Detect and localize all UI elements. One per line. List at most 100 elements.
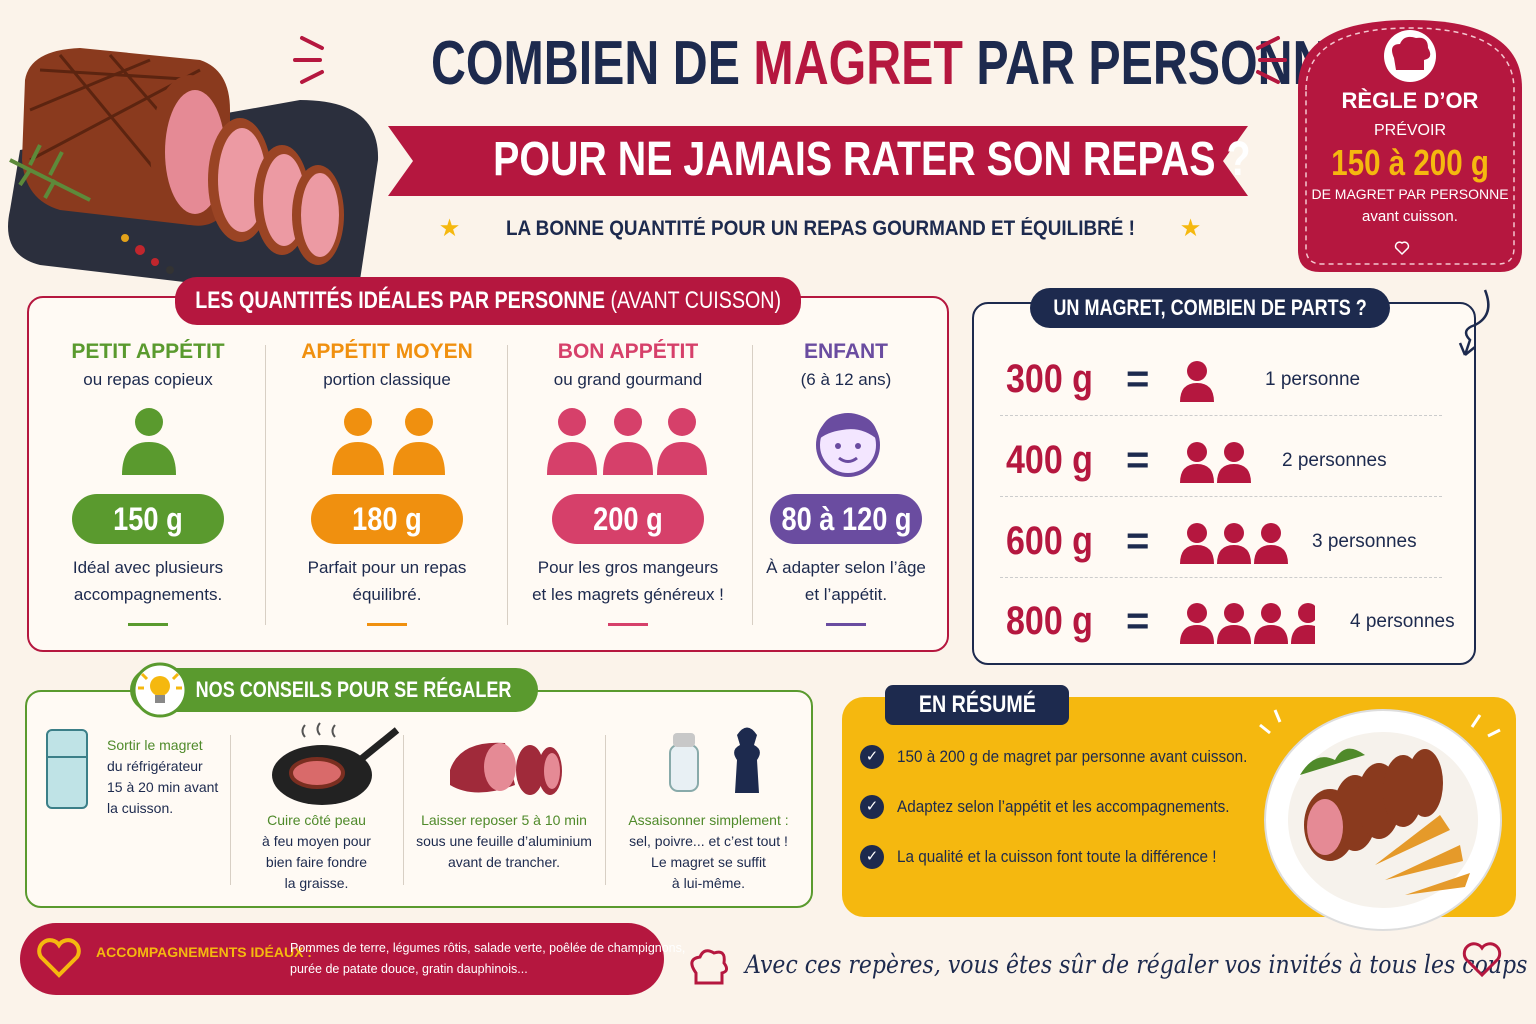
column-label: PETIT APPÉTIT xyxy=(71,340,225,363)
person-icon xyxy=(1254,545,1288,564)
divider xyxy=(403,735,404,885)
summary-item: 150 à 200 g de magret par personne avant… xyxy=(897,747,1248,766)
person-icon xyxy=(1217,545,1251,564)
tip-highlight: Assaisonner simplement : xyxy=(628,812,789,828)
quantities-title: LES QUANTITÉS IDÉALES PAR PERSONNE (AVAN… xyxy=(175,277,801,325)
amount: 150 g xyxy=(113,500,183,537)
tip: Cuire côté peau à feu moyen pour bien fair… xyxy=(230,810,403,894)
weight: 800 g xyxy=(1006,599,1093,643)
tip: Laisser reposer 5 à 10 min sous une feuil… xyxy=(403,810,605,873)
accompaniments-line: Pommes de terre, légumes rôtis, salade v… xyxy=(290,941,686,955)
people: 2 personnes xyxy=(1282,450,1387,471)
column-description: accompagnements. xyxy=(73,585,223,604)
summary-item: Adaptez selon l’appétit et les accompagn… xyxy=(897,797,1230,816)
footer-text: Avec ces repères, vous êtes sûr de régal… xyxy=(745,950,1536,979)
person-icon xyxy=(1254,625,1288,644)
amount: 80 à 120 g xyxy=(780,500,912,537)
tip-highlight: Cuire côté peau xyxy=(267,812,366,828)
amount-pill: 150 g xyxy=(72,494,224,544)
footer-heart xyxy=(1462,942,1502,978)
column-label: BON APPÉTIT xyxy=(557,340,699,363)
amount-pill: 80 à 120 g xyxy=(770,494,922,544)
title-start: COMBIEN DE xyxy=(430,29,740,98)
person-icon xyxy=(1224,442,1244,462)
quantity-icons xyxy=(122,408,880,477)
bulb-icon xyxy=(132,662,188,718)
person-icon xyxy=(1187,361,1207,381)
tip-line: la graisse. xyxy=(284,875,349,891)
people: 3 personnes xyxy=(1312,531,1417,552)
column-label: ENFANT xyxy=(804,340,888,363)
row-divider xyxy=(1000,496,1442,497)
column-sublabel: ou repas copieux xyxy=(83,370,213,389)
column-description: et l’appétit. xyxy=(804,585,888,604)
tips-icons xyxy=(46,722,760,809)
equals: = xyxy=(1126,519,1150,563)
golden-rule-text: RÈGLE D’OR PRÉVOIR 150 à 200 g DE MAGRET… xyxy=(1298,88,1522,225)
golden-rule-line: avant cuisson. xyxy=(1362,208,1458,225)
accompaniments-line: purée de patate douce, gratin dauphinois… xyxy=(290,962,528,976)
row-divider xyxy=(1000,415,1442,416)
people: 4 personnes xyxy=(1350,611,1455,632)
column-description: et les magrets généreux ! xyxy=(532,585,724,604)
subtitle: POUR NE JAMAIS RATER SON REPAS ? xyxy=(410,130,1250,190)
weight: 300 g xyxy=(1006,357,1093,401)
person-icon xyxy=(1180,625,1214,644)
summary-item: La qualité et la cuisson font toute la d… xyxy=(897,847,1217,866)
person-icon xyxy=(1217,625,1251,644)
tip-highlight: Sortir le magret xyxy=(107,737,203,753)
column-description: Idéal avec plusieurs xyxy=(72,558,224,577)
tip-line: à feu moyen pour xyxy=(262,833,371,849)
quantities-title-text: LES QUANTITÉS IDÉALES PAR PERSONNE xyxy=(195,287,605,314)
parts-panel xyxy=(972,302,1476,665)
title-end: PAR PERSONNE xyxy=(976,29,1360,98)
check-icon: ✓ xyxy=(860,795,884,819)
amount: 200 g xyxy=(593,500,663,537)
equals: = xyxy=(1126,357,1150,401)
column-label: APPÉTIT MOYEN xyxy=(301,340,473,363)
title-highlight: MAGRET xyxy=(753,29,963,98)
amount-pill: 200 g xyxy=(552,494,704,544)
title: COMBIEN DE MAGRET PAR PERSONNE xyxy=(300,28,1360,108)
underline xyxy=(608,623,648,626)
title-text: COMBIEN DE MAGRET PAR PERSONNE xyxy=(431,28,1360,99)
divider xyxy=(605,735,606,885)
chef-hat-icon xyxy=(690,949,729,985)
tip-line: avant de trancher. xyxy=(447,854,561,870)
tip-line: à lui-même. xyxy=(671,875,746,891)
golden-rule-intro: PRÉVOIR xyxy=(1373,122,1446,139)
subtitle-ribbon xyxy=(388,126,1248,196)
golden-rule-amount: 150 à 200 g xyxy=(1331,142,1489,183)
row-divider xyxy=(1000,577,1442,578)
person-icon xyxy=(1180,464,1214,483)
heart-icon xyxy=(37,938,81,978)
subtitle-text: POUR NE JAMAIS RATER SON REPAS ? xyxy=(493,133,1251,186)
plate-illustration xyxy=(1259,709,1502,931)
people: 1 personne xyxy=(1265,369,1361,390)
golden-rule-line: DE MAGRET PAR PERSONNE xyxy=(1311,186,1509,202)
parts-title-text: UN MAGRET, COMBIEN DE PARTS ? xyxy=(1053,295,1367,320)
column-sublabel: ou grand gourmand xyxy=(553,370,703,389)
tip: Sortir le magret du réfrigérateur 15 à 20 … xyxy=(100,735,230,819)
tip: Assaisonner simplement : sel, poivre... e… xyxy=(605,810,812,894)
person-icon xyxy=(1187,523,1207,543)
person-icon xyxy=(1180,545,1214,564)
tagline: ★ LA BONNE QUANTITÉ POUR UN REPAS GOURMA… xyxy=(440,214,1200,244)
column-description: Pour les gros mangeurs xyxy=(537,558,719,577)
golden-rule-card xyxy=(1298,20,1522,272)
title-dashes xyxy=(293,36,1287,84)
person-icon xyxy=(1291,625,1315,644)
check-icon: ✓ xyxy=(860,745,884,769)
column-sublabel: portion classique xyxy=(323,370,451,389)
amount-pill: 180 g xyxy=(311,494,463,544)
summary-title: EN RÉSUMÉ xyxy=(885,685,1069,725)
accompaniments-label: ACCOMPAGNEMENTS IDÉAUX : xyxy=(96,944,312,960)
divider xyxy=(507,345,508,625)
weight: 600 g xyxy=(1006,519,1093,563)
person-icon xyxy=(1187,442,1207,462)
person-icon xyxy=(1261,603,1281,623)
parts-title: UN MAGRET, COMBIEN DE PARTS ? xyxy=(1030,288,1390,328)
quantities-title-note: (AVANT CUISSON) xyxy=(610,287,781,314)
